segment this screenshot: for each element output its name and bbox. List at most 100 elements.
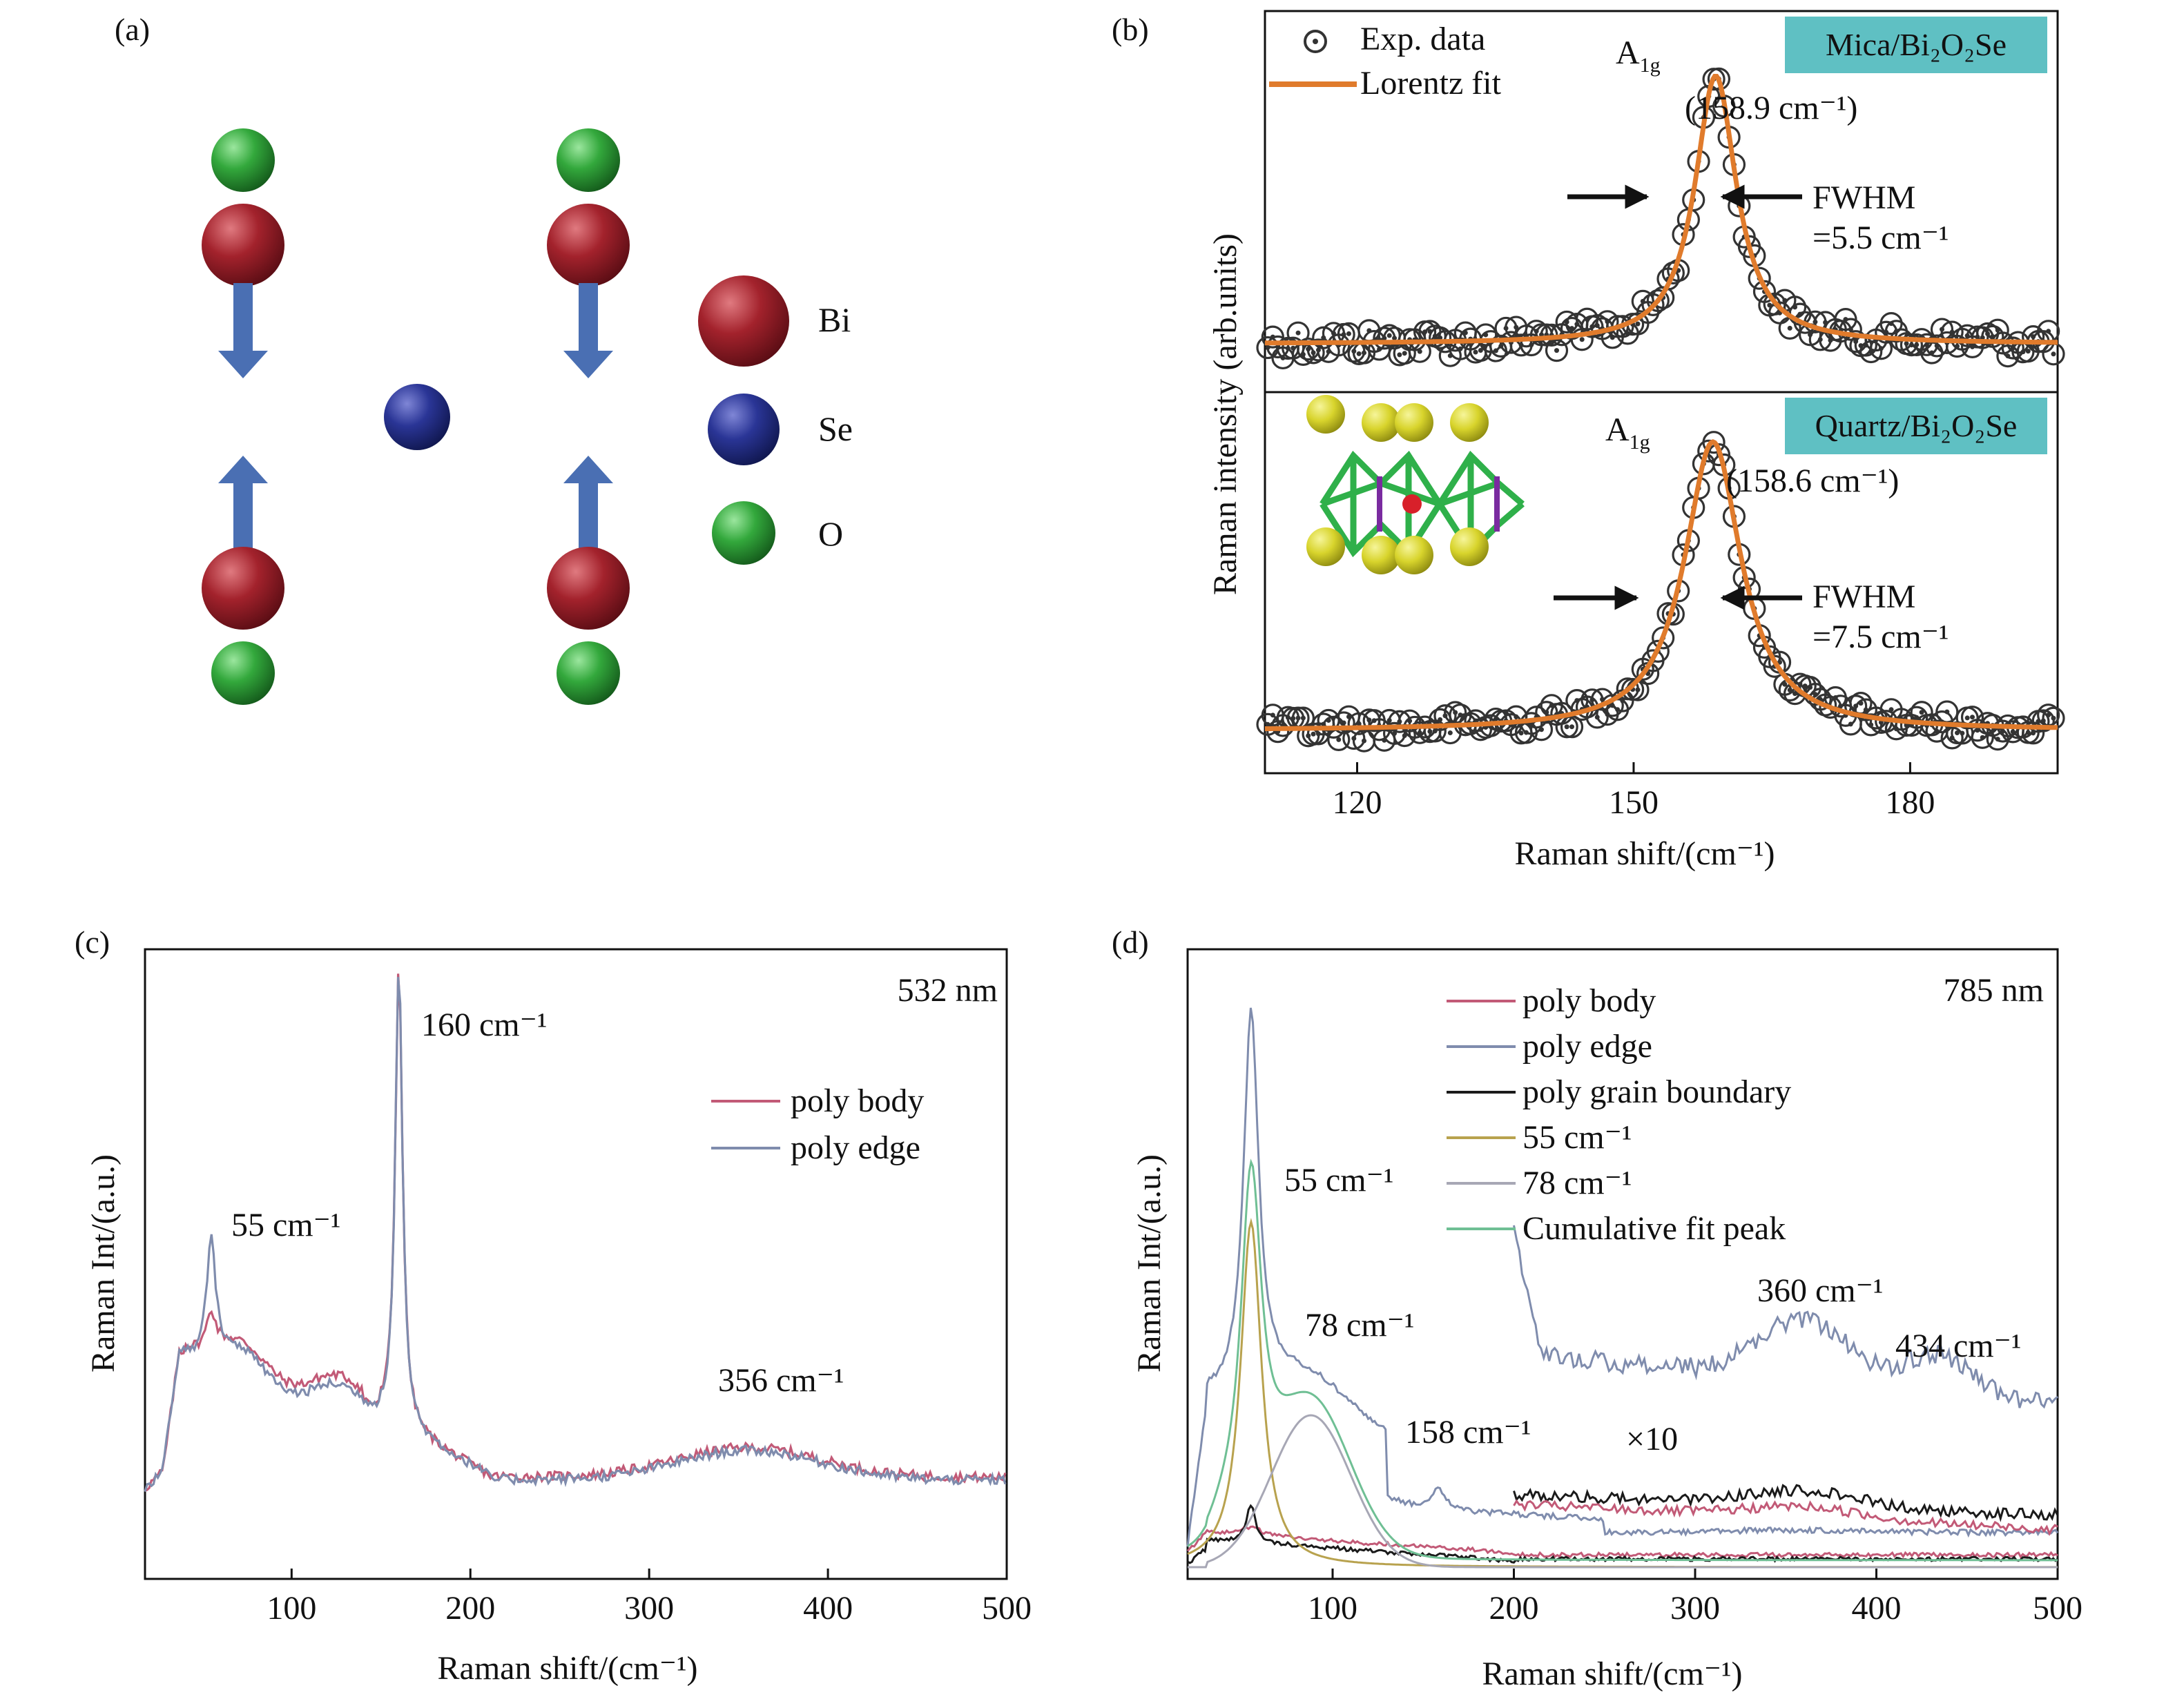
panel-label-c: (c) — [75, 924, 110, 960]
annotation-55: 55 cm⁻¹ — [1284, 1162, 1393, 1198]
plot-series — [1186, 1007, 2059, 1569]
fwhm-value-mica: =5.5 cm⁻¹ — [1812, 220, 1949, 256]
series-poly-gb-x10 — [1513, 1484, 2059, 1522]
exp-data-point-center — [1438, 335, 1443, 340]
exp-data-point — [1748, 266, 1771, 290]
exp-data-point-center — [2020, 349, 2026, 355]
laser-label: 785 nm — [1944, 972, 2044, 1009]
panel-b-chart: 120 150 180 Exp. data Lorentz fit Mica/Bi₂… — [1207, 10, 2065, 872]
exp-data-point-center — [1954, 730, 1960, 736]
legend-o-swatch — [712, 501, 775, 565]
exp-data-point-center — [1514, 324, 1519, 330]
se-atom — [384, 384, 450, 450]
exp-data-point-center — [1995, 327, 2000, 333]
peak-label-mica-sub: 1g — [1640, 54, 1661, 77]
exp-data-point-center — [1366, 717, 1372, 723]
exp-data-point — [1707, 67, 1731, 90]
exp-data-point — [1347, 712, 1371, 735]
x-tick-label: 300 — [1670, 1590, 1720, 1627]
plot-frame — [1186, 948, 2059, 1580]
inset-se-atom — [1450, 403, 1489, 442]
peak-label-quartz-sub: 1g — [1630, 431, 1650, 454]
o-atom — [211, 128, 275, 192]
exp-data-point — [2031, 709, 2055, 732]
exp-data-point-center — [1944, 709, 1950, 715]
exp-data-point-center — [1569, 326, 1575, 331]
series-poly-edge — [1186, 1007, 2059, 1547]
exp-data-point — [1429, 326, 1452, 349]
exp-data-point-center — [1285, 346, 1290, 351]
inset-o-atom — [1402, 494, 1422, 514]
inset-se-atom — [1306, 527, 1345, 566]
exp-data-point-center — [1311, 731, 1316, 737]
down-arrow-icon — [218, 283, 268, 378]
annotation-x10: ×10 — [1626, 1421, 1678, 1457]
exp-data-point-center — [1438, 717, 1443, 722]
substrate-label-mica: Mica/Bi₂O₂Se — [1826, 27, 2007, 62]
series-cumulative — [1187, 1158, 2058, 1562]
exp-data-point-center — [1919, 710, 1924, 715]
panel-d-chart: 100 200 300 400 500 785 nm poly body poly ed… — [1131, 948, 2082, 1692]
exp-data-point-center — [1888, 707, 1894, 712]
exp-data-point-center — [1493, 348, 1498, 353]
x-axis-title-b: Raman shift/(cm⁻¹) — [1515, 835, 1775, 872]
exp-data-point-center — [1402, 351, 1407, 356]
exp-data-point — [1763, 654, 1786, 678]
exp-data-point — [2001, 336, 2024, 360]
exp-data-point-center — [1447, 730, 1453, 736]
exp-data-point-center — [2025, 349, 2031, 354]
exp-data-point-center — [2046, 712, 2051, 718]
legend-label-lorentz: Lorentz fit — [1360, 65, 1502, 101]
bi-atom — [202, 204, 284, 287]
exp-data-point-center — [1964, 715, 1970, 721]
exp-data-point-center — [1473, 349, 1478, 355]
x-tick-label: 100 — [267, 1590, 316, 1627]
peak-label-quartz: A1g — [1605, 411, 1650, 454]
exp-data-point-center — [1635, 321, 1641, 327]
exp-data-point — [1646, 289, 1670, 313]
exp-data-point-center — [1848, 721, 1853, 727]
inset-se-atom — [1395, 403, 1433, 442]
legend-label-cumulative: Cumulative fit peak — [1522, 1210, 1786, 1247]
x-tick-label: 150 — [1609, 784, 1659, 821]
exp-data-point-center — [1812, 692, 1818, 697]
exp-data-point-center — [1564, 724, 1569, 730]
exp-data-point-center — [1579, 337, 1585, 342]
exp-data-point-center — [1417, 349, 1422, 354]
exp-data-point — [1545, 339, 1569, 362]
series-poly-body — [1186, 1525, 2058, 1559]
exp-data-point-center — [1453, 710, 1458, 715]
x-tick-label: 300 — [624, 1590, 674, 1627]
exp-data-point-center — [2051, 715, 2056, 721]
x-axis-title-d: Raman shift/(cm⁻¹) — [1482, 1656, 1743, 1692]
peak-label-mica: A1g — [1616, 35, 1661, 77]
x-tick-label: 500 — [982, 1590, 1032, 1627]
panel-label-a: (a) — [115, 12, 150, 47]
y-axis-title-b: Raman intensity (arb.units) — [1207, 233, 1244, 595]
legend-label-fit55: 55 cm⁻¹ — [1522, 1119, 1632, 1156]
panel-c-chart: 100 200 300 400 500 532 nm poly body poly ed… — [85, 948, 1032, 1687]
up-arrow-icon — [563, 456, 613, 552]
exp-data-point-center — [1569, 724, 1575, 730]
bi-atom — [547, 547, 630, 630]
exp-data-point-center — [1362, 738, 1366, 744]
exp-data-point-center — [1458, 346, 1463, 351]
annotation-160: 160 cm⁻¹ — [421, 1007, 547, 1043]
substrate-box-mica — [1785, 17, 2047, 73]
x-axis-ticks: 100 200 300 400 500 — [1308, 1569, 2082, 1627]
peak-position-quartz: (158.6 cm⁻¹) — [1726, 463, 1899, 499]
bi-atom — [202, 547, 284, 630]
o-atom — [557, 128, 620, 192]
y-axis-title-c: Raman Int/(a.u.) — [85, 1154, 122, 1372]
x-tick-label: 100 — [1308, 1590, 1357, 1627]
legend-label-poly-edge: poly edge — [1522, 1028, 1652, 1065]
laser-label: 532 nm — [898, 972, 998, 1009]
exp-data-point-center — [1386, 333, 1392, 338]
y-axis-title-d: Raman Int/(a.u.) — [1131, 1154, 1168, 1372]
exp-data-point-center — [1270, 712, 1275, 718]
lorentz-fit-line — [1265, 74, 2058, 346]
fwhm-label-quartz: FWHM — [1812, 579, 1915, 615]
inset-se-atom — [1362, 403, 1400, 442]
legend-label-poly-body: poly body — [791, 1083, 924, 1119]
exp-data-point — [1646, 639, 1670, 663]
